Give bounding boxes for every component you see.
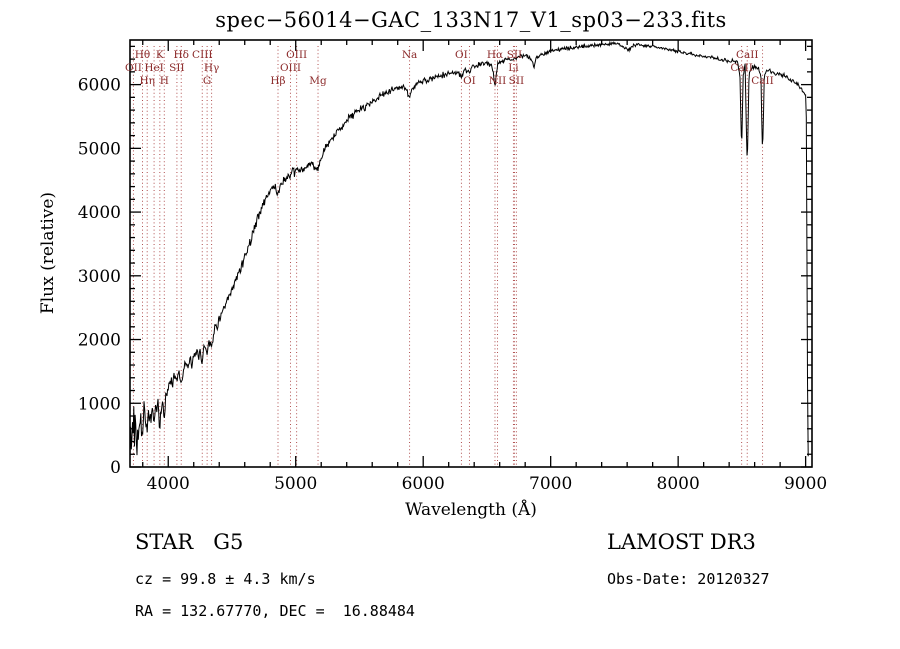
y-tick-label: 3000 bbox=[78, 267, 121, 287]
y-tick-label: 5000 bbox=[78, 139, 121, 159]
x-tick-label: 4000 bbox=[147, 474, 190, 494]
object-class-label: STAR G5 bbox=[135, 530, 244, 554]
spectral-line-label: CaII bbox=[751, 75, 774, 87]
spectral-line-label: Hη bbox=[139, 75, 154, 87]
spectral-line-label: OI bbox=[455, 49, 468, 61]
spectral-line-label: NII bbox=[489, 75, 506, 87]
spectrum-line bbox=[129, 40, 809, 457]
spectral-line-label: OIII bbox=[286, 49, 307, 61]
spectral-line-label: CIII bbox=[192, 49, 212, 61]
y-tick-label: 4000 bbox=[78, 203, 121, 223]
spectral-line-label: OI bbox=[463, 75, 476, 87]
x-tick-label: 8000 bbox=[657, 474, 700, 494]
spectral-line-label: Mg bbox=[309, 75, 327, 87]
spectral-line-label: Na bbox=[402, 49, 417, 61]
x-tick-label: 6000 bbox=[402, 474, 445, 494]
x-axis-label: Wavelength (Å) bbox=[405, 500, 537, 520]
spectral-line-label: Hδ bbox=[174, 49, 189, 61]
survey-label: LAMOST DR3 bbox=[607, 530, 756, 554]
spectral-line-label: Hθ bbox=[135, 49, 150, 61]
spectral-line-label: CaII bbox=[730, 62, 753, 74]
axis-box bbox=[129, 39, 813, 468]
spectral-line-label: SII bbox=[509, 75, 525, 87]
x-tick-label: 9000 bbox=[784, 474, 827, 494]
spectral-line-label: HeI bbox=[144, 62, 164, 74]
spectral-line-label: OIII bbox=[280, 62, 301, 74]
spectral-line-label: SII bbox=[169, 62, 185, 74]
plot-title: spec−56014−GAC_133N17_V1_sp03−233.fits bbox=[215, 8, 727, 32]
y-tick-label: 1000 bbox=[78, 394, 121, 414]
cz-value: cz = 99.8 ± 4.3 km/s bbox=[135, 570, 316, 588]
spectral-line-label: H bbox=[160, 75, 169, 87]
spectral-line-label: OII bbox=[125, 62, 142, 74]
spectral-line-label: Hγ bbox=[204, 62, 219, 74]
spectral-line-label: SII bbox=[507, 49, 523, 61]
spectral-line-label: K bbox=[156, 49, 164, 61]
y-tick-label: 6000 bbox=[78, 76, 121, 96]
spectral-line-label: Li bbox=[508, 62, 519, 74]
spectral-line-label: Hβ bbox=[270, 75, 285, 87]
y-tick-label: 2000 bbox=[78, 331, 121, 351]
x-tick-label: 7000 bbox=[529, 474, 572, 494]
spectral-line-label: G bbox=[203, 75, 211, 87]
x-tick-label: 5000 bbox=[274, 474, 317, 494]
ra-dec-value: RA = 132.67770, DEC = 16.88484 bbox=[135, 602, 415, 620]
y-tick-label: 0 bbox=[110, 458, 121, 478]
obs-date-value: Obs-Date: 20120327 bbox=[607, 570, 770, 588]
spectral-line-label: CaII bbox=[736, 49, 759, 61]
spectral-line-label: Hα bbox=[487, 49, 503, 61]
